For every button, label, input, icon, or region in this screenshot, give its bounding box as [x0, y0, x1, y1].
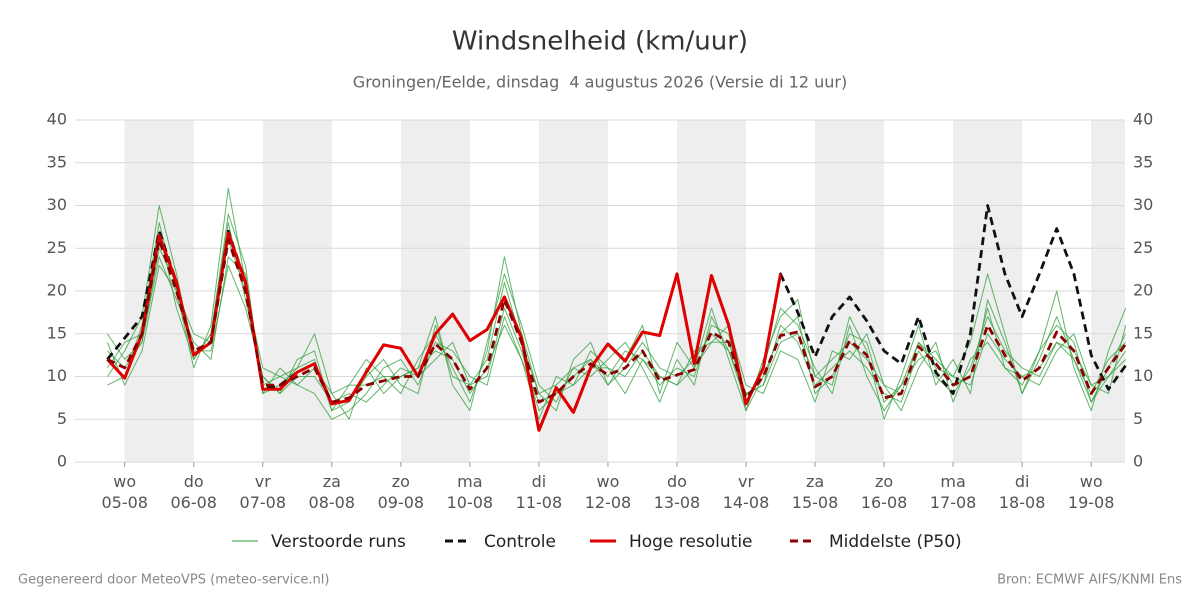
y2-tick-label: 5 [1133, 409, 1143, 428]
x-tick-label: za 08-08 [309, 472, 356, 512]
x-tick-label: ma 10-08 [447, 472, 494, 512]
y2-tick-label: 0 [1133, 452, 1143, 471]
y-tick-label: 20 [47, 281, 67, 300]
legend-label: Verstoorde runs [271, 532, 406, 552]
y-tick-label: 35 [47, 152, 67, 171]
footer-right: Bron: ECMWF AIFS/KNMI Ens [997, 573, 1182, 588]
x-tick-label: zo 16-08 [861, 472, 908, 512]
legend: Verstoorde runs Controle Hoge resolutie Mid… [232, 532, 962, 552]
y2-tick-label: 35 [1133, 152, 1153, 171]
y-tick-label: 15 [47, 323, 67, 342]
y-tick-label: 25 [47, 238, 67, 257]
y-tick-label: 40 [47, 110, 67, 129]
series-line [106, 238, 1127, 404]
x-tick-label: za 15-08 [792, 472, 839, 512]
x-tick-label: zo 09-08 [378, 472, 425, 512]
y2-tick-label: 10 [1133, 366, 1153, 385]
y-tick-label: 5 [57, 409, 67, 428]
legend-label: Middelste (P50) [829, 532, 962, 552]
x-tick-label: wo 05-08 [101, 472, 148, 512]
y-tick-label: 10 [47, 366, 67, 385]
y2-tick-label: 40 [1133, 110, 1153, 129]
footer-left: Gegenereerd door MeteoVPS (meteo-service… [18, 573, 329, 588]
x-tick-label: vr 14-08 [723, 472, 770, 512]
y2-tick-label: 30 [1133, 195, 1153, 214]
x-tick-label: wo 19-08 [1068, 472, 1115, 512]
x-tick-label: do 06-08 [170, 472, 217, 512]
grid [75, 119, 1125, 463]
chart-subtitle: Groningen/Eelde, dinsdag 4 augustus 2026… [353, 73, 847, 92]
member-line [106, 256, 1127, 420]
y2-tick-label: 20 [1133, 281, 1153, 300]
plot-lines [106, 187, 1127, 432]
y-tick-label: 0 [57, 452, 67, 471]
x-tick-label: di 11-08 [516, 472, 563, 512]
legend-label: Hoge resolutie [629, 532, 753, 552]
x-tick-label: wo 12-08 [585, 472, 632, 512]
x-tick-label: vr 07-08 [240, 472, 287, 512]
y-tick-label: 30 [47, 195, 67, 214]
y2-tick-label: 25 [1133, 238, 1153, 257]
x-tick-label: ma 17-08 [930, 472, 977, 512]
x-tick-label: do 13-08 [654, 472, 701, 512]
chart-title: Windsnelheid (km/uur) [452, 27, 748, 57]
axes: 0 0 5 5 10 10 15 15 20 20 25 25 30 30 35 35 40 40 wo 05-08 d… [47, 110, 1154, 512]
y2-tick-label: 15 [1133, 323, 1153, 342]
x-tick-label: di 18-08 [999, 472, 1046, 512]
legend-label: Controle [484, 532, 556, 552]
